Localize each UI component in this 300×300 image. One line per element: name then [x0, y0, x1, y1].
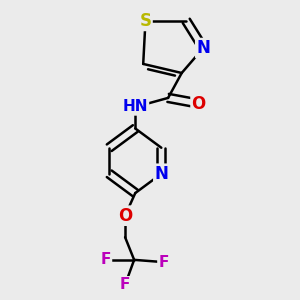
Text: N: N [154, 165, 168, 183]
Text: F: F [158, 255, 169, 270]
Text: O: O [192, 94, 206, 112]
Text: F: F [120, 277, 130, 292]
Text: N: N [196, 39, 210, 57]
Text: F: F [100, 252, 111, 267]
Text: HN: HN [122, 100, 148, 115]
Text: S: S [140, 12, 152, 30]
Text: O: O [118, 207, 132, 225]
